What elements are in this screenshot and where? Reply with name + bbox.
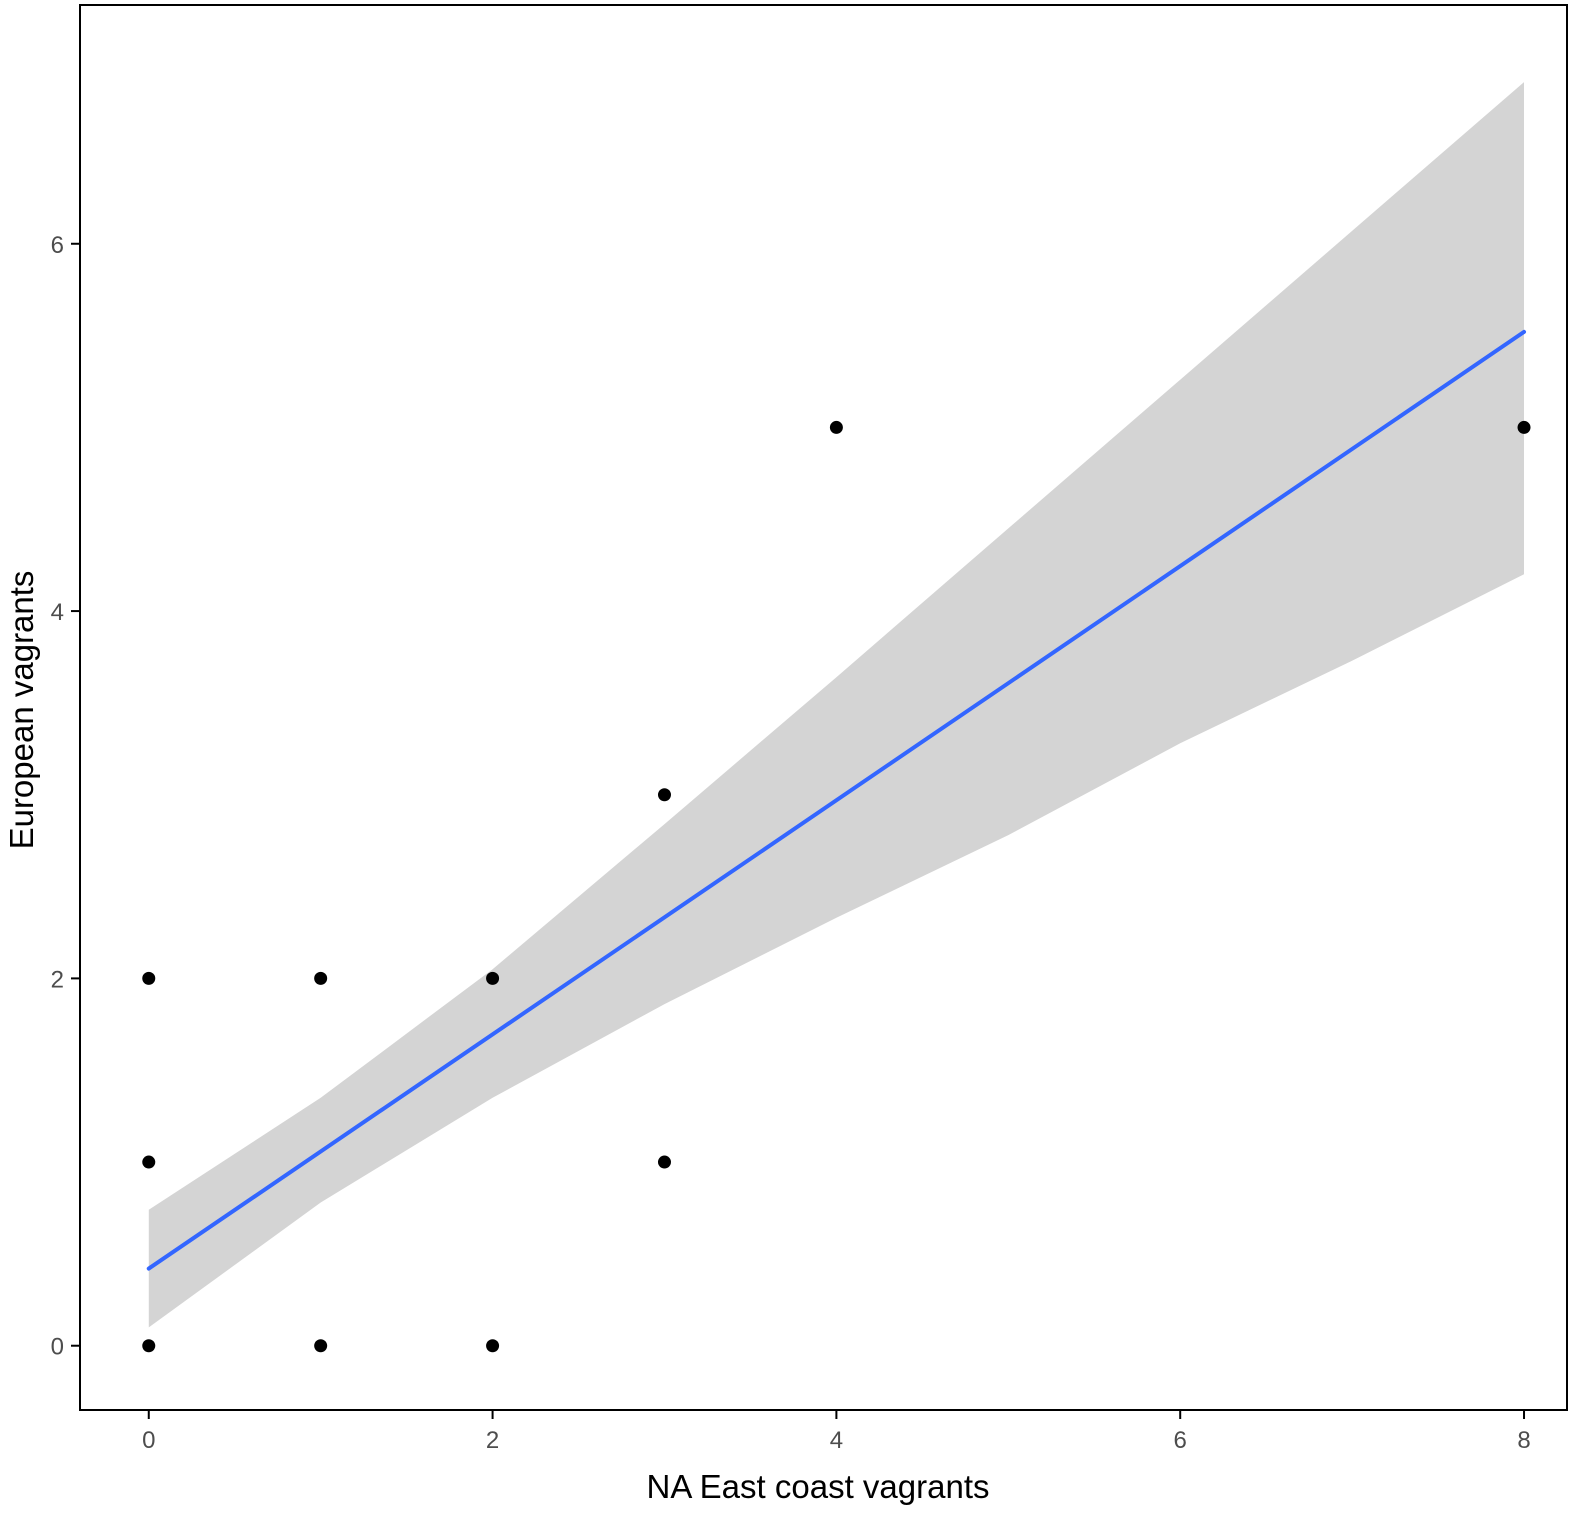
- y-tick-label-2: 2: [51, 966, 64, 993]
- y-tick-label-4: 4: [51, 599, 64, 626]
- fit-line: [146, 329, 1527, 1271]
- x-tick-label-4: 4: [830, 1427, 843, 1454]
- x-axis: 0 2 4 6 8: [142, 1410, 1531, 1454]
- y-tick-label-6: 6: [51, 232, 64, 259]
- points-layer: [142, 420, 1531, 1353]
- confidence-band-layer: [148, 82, 1524, 1328]
- data-point-6: [486, 1339, 500, 1353]
- x-tick-label-0: 0: [142, 1427, 155, 1454]
- y-axis: 0 2 4 6: [51, 232, 80, 1361]
- data-point-0: [142, 971, 156, 985]
- data-point-8: [657, 1155, 671, 1169]
- fit-line-layer: [146, 329, 1527, 1271]
- data-point-2: [142, 1339, 156, 1353]
- data-point-4: [314, 1339, 328, 1353]
- data-point-1: [142, 1155, 156, 1169]
- data-point-9: [829, 420, 843, 434]
- y-axis-title: European vagrants: [3, 571, 40, 850]
- data-point-5: [486, 971, 500, 985]
- y-tick-label-0: 0: [51, 1334, 64, 1361]
- confidence-band: [148, 82, 1524, 1328]
- x-tick-label-8: 8: [1517, 1427, 1530, 1454]
- data-point-7: [657, 788, 671, 802]
- plot-border: [79, 4, 1568, 1411]
- x-tick-label-6: 6: [1174, 1427, 1187, 1454]
- x-tick-label-2: 2: [486, 1427, 499, 1454]
- data-point-3: [314, 971, 328, 985]
- data-point-10: [1517, 420, 1531, 434]
- x-axis-title: NA East coast vagrants: [646, 1468, 989, 1505]
